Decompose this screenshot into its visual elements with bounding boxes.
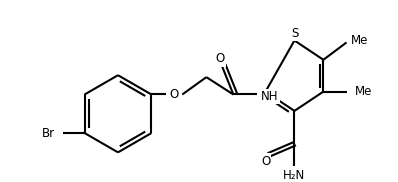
Text: O: O [169, 88, 178, 101]
Text: O: O [215, 52, 224, 65]
Text: S: S [291, 27, 298, 40]
Text: Br: Br [41, 126, 55, 140]
Text: Me: Me [355, 85, 373, 98]
Text: Me: Me [351, 34, 369, 47]
Text: H₂N: H₂N [283, 169, 306, 182]
Text: NH: NH [261, 90, 279, 103]
Text: O: O [261, 155, 270, 168]
